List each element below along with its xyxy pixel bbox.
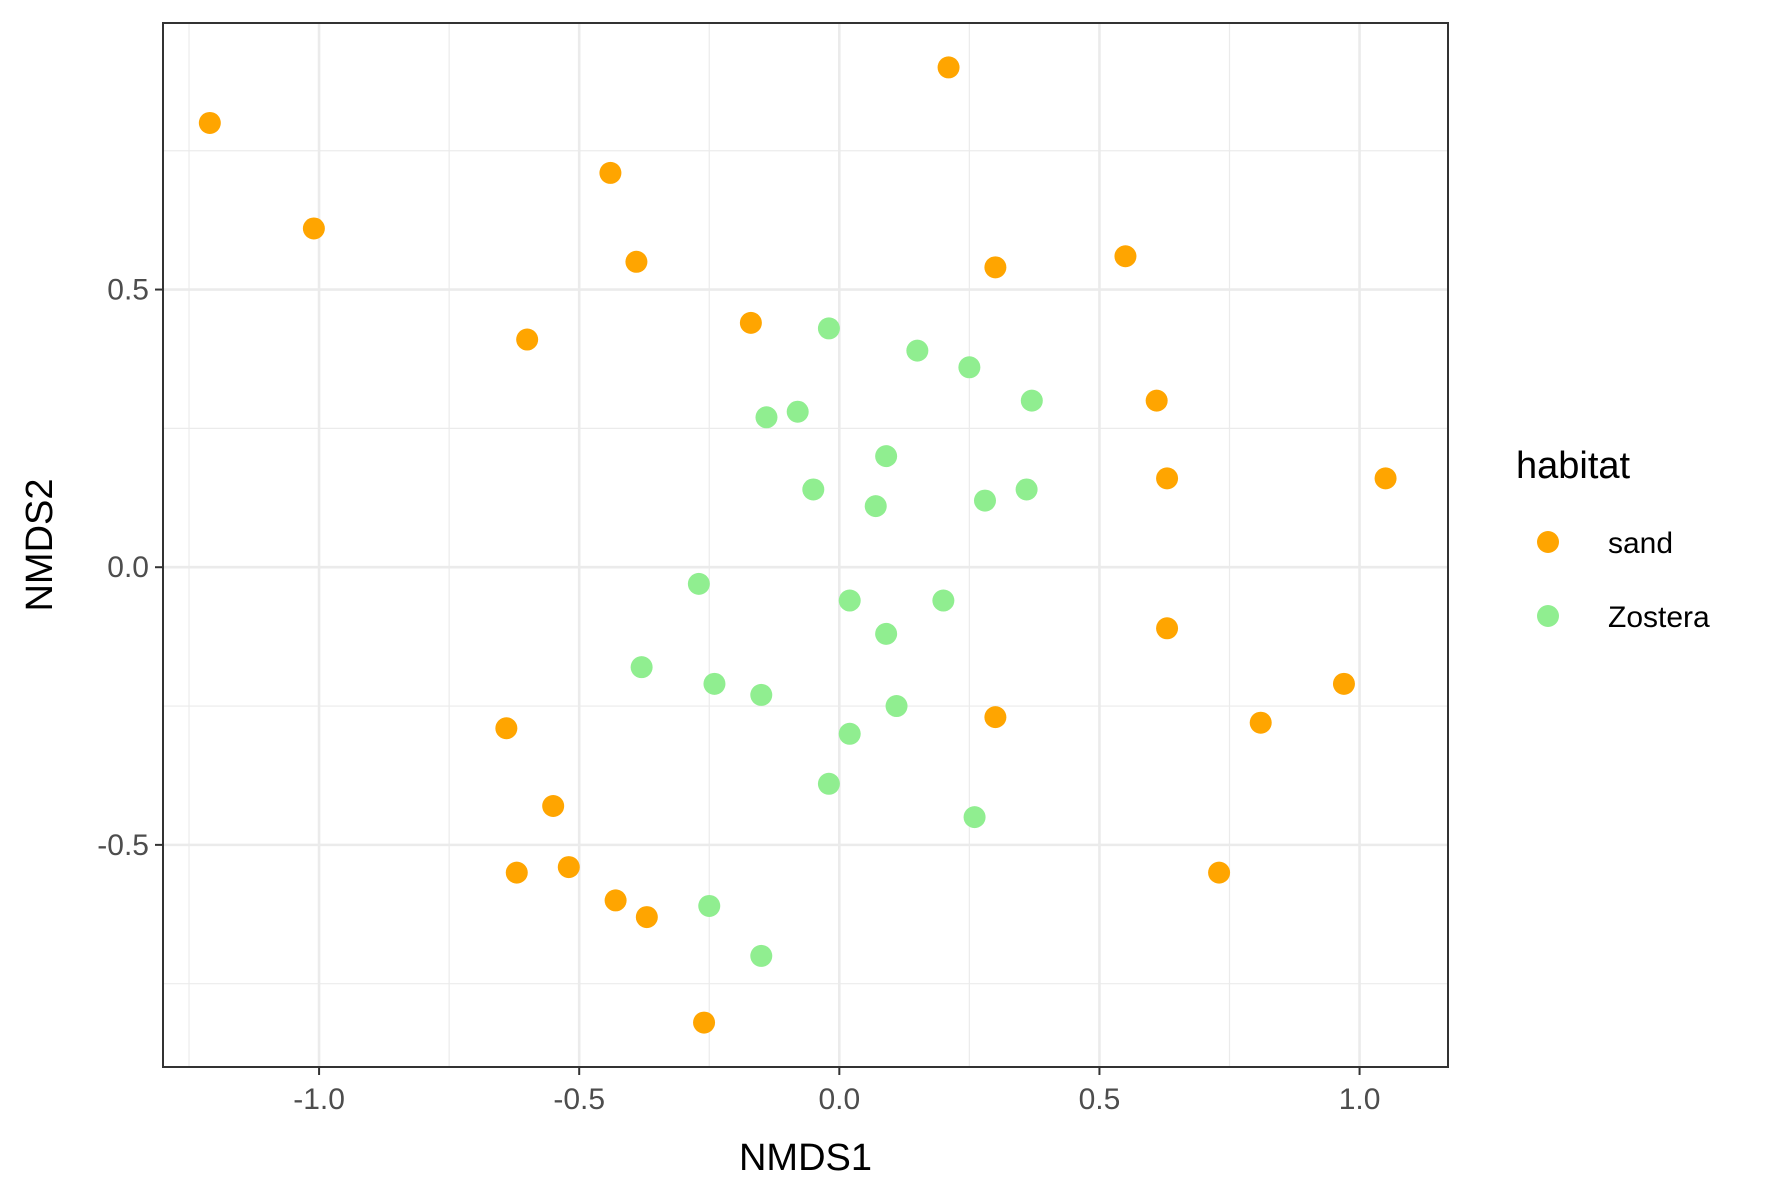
data-point-sand bbox=[495, 717, 518, 740]
data-point-zostera bbox=[802, 478, 825, 501]
data-point-zostera bbox=[838, 589, 861, 612]
panel-border bbox=[162, 22, 1449, 1068]
y-tick-label: 0.5 bbox=[107, 274, 149, 307]
data-point-sand bbox=[198, 111, 221, 134]
data-point-zostera bbox=[703, 672, 726, 695]
data-point-sand bbox=[1208, 861, 1231, 884]
data-point-zostera bbox=[786, 400, 809, 423]
y-tick-label: 0.0 bbox=[107, 551, 149, 584]
data-point-zostera bbox=[885, 695, 908, 718]
data-point-sand bbox=[1156, 467, 1179, 490]
data-point-sand bbox=[604, 889, 627, 912]
data-point-zostera bbox=[864, 495, 887, 518]
data-point-zostera bbox=[838, 722, 861, 745]
data-point-sand bbox=[625, 250, 648, 273]
legend: habitat sand Zostera bbox=[1516, 445, 1710, 634]
data-point-sand bbox=[984, 256, 1007, 279]
data-point-sand bbox=[1332, 672, 1355, 695]
data-point-zostera bbox=[698, 894, 721, 917]
data-points bbox=[198, 56, 1397, 1034]
data-point-zostera bbox=[963, 806, 986, 829]
plot-panel bbox=[162, 22, 1449, 1068]
data-point-sand bbox=[1145, 389, 1168, 412]
data-point-sand bbox=[635, 906, 658, 929]
data-point-zostera bbox=[958, 356, 981, 379]
data-point-zostera bbox=[906, 339, 929, 362]
x-tick-label: -0.5 bbox=[553, 1083, 605, 1116]
data-point-zostera bbox=[755, 406, 778, 429]
x-tick-label: 1.0 bbox=[1339, 1083, 1381, 1116]
x-tick-label: -1.0 bbox=[293, 1083, 345, 1116]
data-point-sand bbox=[516, 328, 539, 351]
data-point-zostera bbox=[1015, 478, 1038, 501]
y-tick-label: -0.5 bbox=[97, 829, 149, 862]
data-point-sand bbox=[599, 161, 622, 184]
y-axis-title: NMDS2 bbox=[19, 478, 61, 611]
x-tick-label: 0.0 bbox=[818, 1083, 860, 1116]
data-point-sand bbox=[739, 311, 762, 334]
major-gridlines bbox=[163, 23, 1448, 1067]
data-point-zostera bbox=[817, 772, 840, 795]
data-point-sand bbox=[1374, 467, 1397, 490]
legend-key-sand bbox=[1537, 531, 1559, 553]
data-point-sand bbox=[1249, 711, 1272, 734]
legend-title: habitat bbox=[1516, 445, 1631, 487]
legend-key-zostera bbox=[1537, 605, 1559, 627]
legend-entries: sand Zostera bbox=[1537, 527, 1710, 634]
data-point-sand bbox=[1114, 245, 1137, 268]
data-point-sand bbox=[542, 795, 565, 817]
data-point-sand bbox=[557, 856, 580, 879]
legend-label-zostera: Zostera bbox=[1608, 601, 1710, 634]
data-point-sand bbox=[302, 217, 325, 240]
data-point-zostera bbox=[932, 589, 955, 612]
x-tick-label: 0.5 bbox=[1079, 1083, 1121, 1116]
legend-label-sand: sand bbox=[1608, 527, 1673, 560]
data-point-sand bbox=[693, 1011, 716, 1034]
x-axis-title: NMDS1 bbox=[739, 1137, 872, 1179]
data-point-sand bbox=[984, 706, 1007, 729]
data-point-zostera bbox=[973, 489, 996, 512]
data-point-zostera bbox=[875, 622, 898, 645]
data-point-zostera bbox=[687, 572, 710, 595]
data-point-zostera bbox=[630, 656, 653, 679]
minor-gridlines bbox=[163, 23, 1448, 1067]
data-point-zostera bbox=[817, 317, 840, 340]
data-point-zostera bbox=[750, 944, 773, 967]
data-point-sand bbox=[505, 861, 528, 884]
panel-background bbox=[163, 23, 1448, 1067]
data-point-sand bbox=[1156, 617, 1179, 640]
data-point-zostera bbox=[875, 445, 898, 468]
data-point-zostera bbox=[1020, 389, 1043, 412]
data-point-zostera bbox=[750, 683, 773, 706]
x-axis: -1.0 -0.5 0.0 0.5 1.0 bbox=[293, 1067, 1380, 1116]
y-axis: -0.5 0.0 0.5 bbox=[97, 274, 163, 862]
data-point-sand bbox=[937, 56, 960, 79]
